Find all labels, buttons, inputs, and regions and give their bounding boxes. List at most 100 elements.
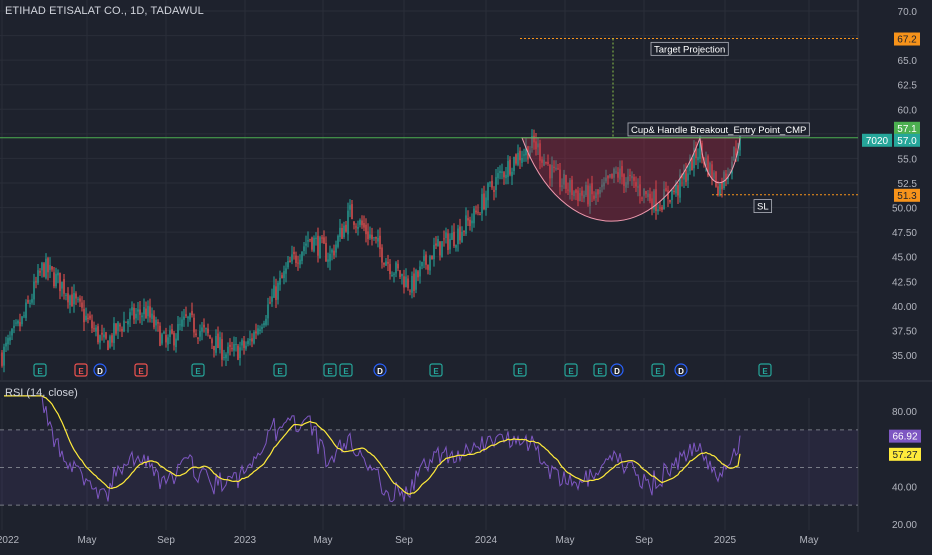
earnings-badge	[758, 363, 772, 377]
candle-body	[669, 199, 671, 202]
candle-body	[503, 172, 505, 178]
candle-body	[367, 231, 369, 240]
event-badge-label: E	[433, 367, 439, 376]
candle-body	[629, 174, 631, 177]
candle-body	[9, 337, 11, 341]
candle-body	[61, 281, 63, 289]
candle-body	[51, 266, 53, 270]
candle-body	[113, 323, 115, 344]
earnings-badge	[191, 363, 205, 377]
candle-body	[671, 189, 673, 201]
candle-body	[227, 346, 229, 354]
candle-body	[339, 227, 341, 237]
earnings-badge	[74, 363, 88, 377]
candle-body	[373, 237, 375, 239]
rsi-line	[4, 395, 741, 503]
candle-body	[567, 189, 569, 191]
candle-body	[317, 235, 319, 256]
candle-body	[315, 237, 317, 239]
candle-body	[593, 195, 595, 199]
candle-body	[377, 237, 379, 242]
candle-body	[459, 226, 461, 241]
candle-body	[67, 293, 69, 303]
event-badge-label: E	[597, 367, 603, 376]
candle-body	[559, 169, 561, 188]
candle-body	[735, 148, 737, 156]
candle-body	[401, 273, 403, 277]
candle-body	[651, 198, 653, 210]
candle-body	[403, 276, 405, 288]
candle-body	[135, 313, 137, 319]
candle-body	[33, 281, 35, 300]
cup-shape	[521, 137, 701, 222]
candle-body	[117, 322, 119, 331]
candle-body	[229, 344, 231, 347]
candle-body	[211, 339, 213, 344]
candle-body	[75, 293, 77, 299]
candle-body	[345, 224, 347, 232]
candle-body	[239, 347, 241, 359]
candle-body	[411, 276, 413, 293]
candle-body	[181, 319, 183, 327]
candle-body	[131, 307, 133, 311]
candle-body	[409, 290, 411, 292]
candle-body	[523, 154, 525, 156]
candle-body	[237, 345, 239, 360]
earnings-badge	[134, 363, 148, 377]
dividend-badge	[93, 363, 107, 377]
candle-body	[573, 191, 575, 197]
candle-body	[323, 237, 325, 244]
candle-body	[347, 210, 349, 235]
earnings-badge	[323, 363, 337, 377]
candle-body	[709, 162, 711, 176]
candle-body	[647, 193, 649, 198]
candle-body	[281, 275, 283, 279]
candle-body	[433, 244, 435, 260]
rsi-value-label: 66.92	[892, 432, 917, 443]
candle-body	[497, 173, 499, 179]
candle-body	[155, 319, 157, 326]
candle-body	[601, 184, 603, 188]
candle-body	[375, 236, 377, 239]
candle-body	[17, 320, 19, 324]
candle-body	[115, 323, 117, 334]
candle-body	[29, 302, 31, 304]
candle-body	[19, 322, 21, 327]
candle-body	[195, 333, 197, 336]
candle-body	[357, 226, 359, 229]
rsi-title: RSI (14, close)	[5, 387, 78, 399]
candle-body	[173, 332, 175, 346]
candle-body	[429, 256, 431, 271]
candle-body	[589, 185, 591, 207]
candle-body	[263, 323, 265, 326]
candle-body	[683, 171, 685, 180]
candle-body	[321, 237, 323, 239]
candle-body	[587, 185, 589, 205]
candle-body	[333, 250, 335, 256]
candle-body	[7, 338, 9, 345]
candle-body	[649, 193, 651, 202]
price-tick-label: 62.5	[898, 81, 918, 92]
candle-body	[693, 147, 695, 169]
dividend-badge	[674, 363, 688, 377]
event-badge-label: E	[343, 367, 349, 376]
candle-body	[11, 329, 13, 336]
candle-body	[607, 175, 609, 179]
candle-body	[719, 183, 721, 196]
price-tag	[894, 133, 920, 147]
candle-body	[631, 175, 633, 179]
candle-body	[105, 332, 107, 339]
candle-body	[291, 254, 293, 262]
candle-body	[417, 271, 419, 278]
earnings-badge	[513, 363, 527, 377]
candle-body	[133, 307, 135, 320]
price-tick-label: 40.00	[892, 302, 917, 313]
candle-body	[677, 185, 679, 196]
candle-body	[449, 238, 451, 250]
candle-body	[277, 282, 279, 300]
candle-body	[445, 232, 447, 238]
candle-body	[311, 237, 313, 250]
candle-body	[499, 170, 501, 174]
